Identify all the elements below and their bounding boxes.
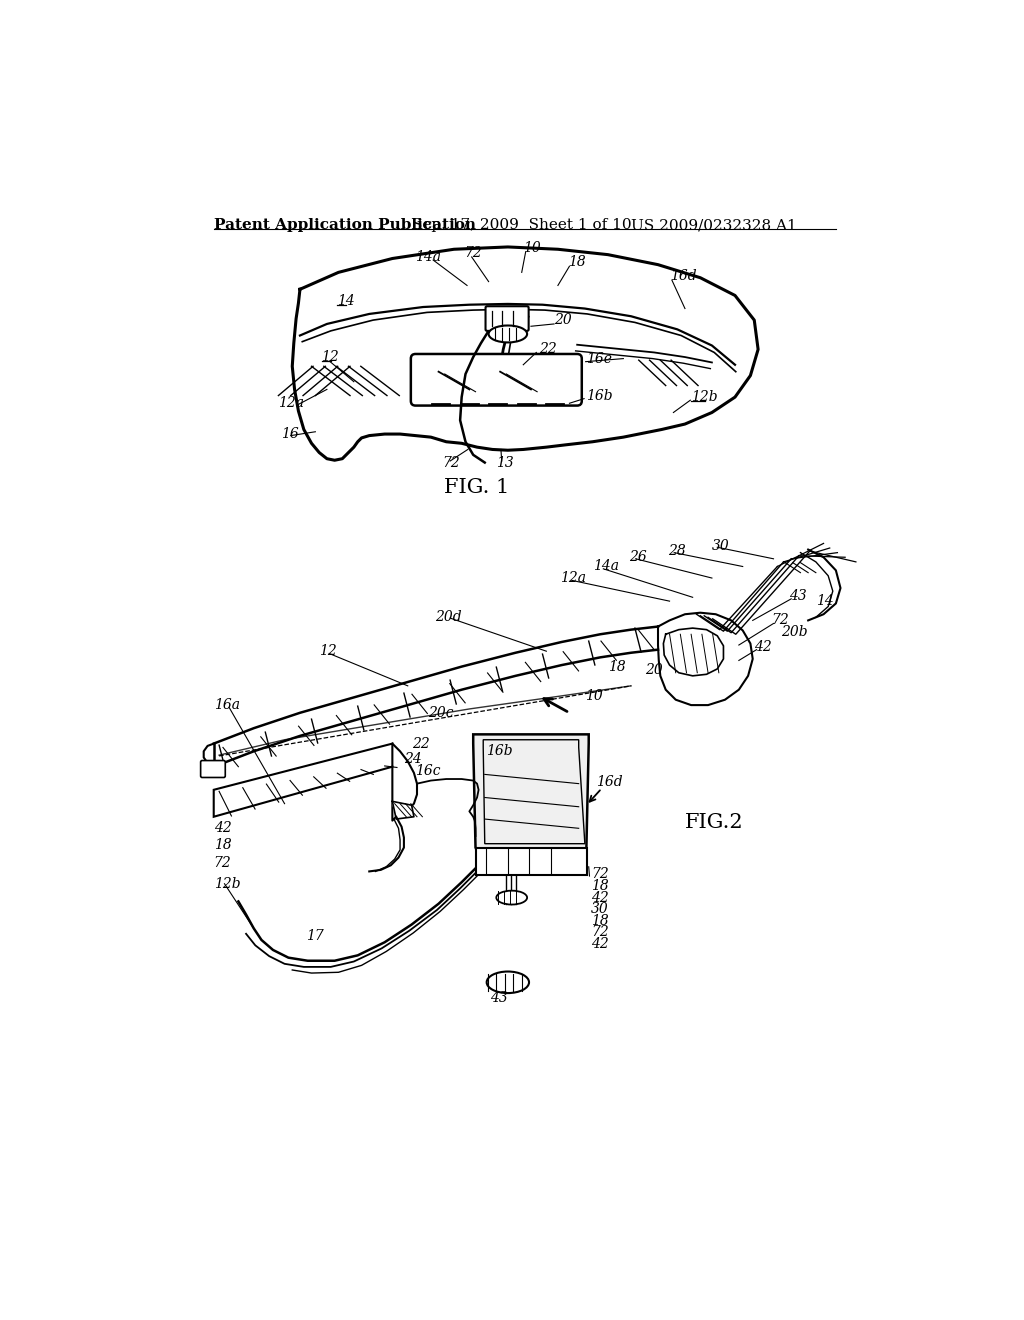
Text: Patent Application Publication: Patent Application Publication — [214, 218, 476, 232]
Text: 30: 30 — [591, 902, 609, 916]
Text: 18: 18 — [591, 913, 609, 928]
FancyBboxPatch shape — [475, 847, 587, 875]
Text: 16b: 16b — [486, 744, 513, 758]
Text: FIG.2: FIG.2 — [685, 813, 743, 832]
Text: 20: 20 — [554, 313, 571, 327]
Text: 42: 42 — [591, 891, 609, 904]
Text: Sep. 17, 2009  Sheet 1 of 10: Sep. 17, 2009 Sheet 1 of 10 — [412, 218, 631, 232]
Text: 18: 18 — [608, 660, 626, 673]
Text: 14a: 14a — [593, 560, 618, 573]
Text: 43: 43 — [788, 589, 807, 603]
Text: 42: 42 — [591, 937, 609, 950]
FancyBboxPatch shape — [485, 306, 528, 331]
Text: 18: 18 — [214, 838, 231, 853]
Text: 24: 24 — [403, 752, 422, 766]
Text: 14: 14 — [816, 594, 834, 609]
Text: FIG. 1: FIG. 1 — [444, 478, 510, 498]
Text: 16b: 16b — [587, 388, 613, 403]
Text: 28: 28 — [668, 544, 686, 558]
Text: 20c: 20c — [429, 706, 454, 719]
Polygon shape — [473, 734, 589, 851]
Text: 14a: 14a — [416, 249, 441, 264]
Text: US 2009/0232328 A1: US 2009/0232328 A1 — [631, 218, 797, 232]
Text: 16a: 16a — [214, 698, 240, 711]
Text: 72: 72 — [771, 614, 788, 627]
Text: 30: 30 — [712, 539, 730, 553]
Text: 12: 12 — [322, 350, 339, 364]
Text: 14: 14 — [337, 294, 354, 308]
Text: 43: 43 — [489, 991, 508, 1005]
Text: 18: 18 — [591, 879, 609, 894]
Text: 16c: 16c — [416, 764, 441, 779]
Text: 12: 12 — [319, 644, 337, 659]
Text: 12b: 12b — [214, 876, 241, 891]
Text: 72: 72 — [591, 867, 609, 882]
Text: 42: 42 — [214, 821, 231, 836]
Polygon shape — [392, 801, 414, 818]
FancyBboxPatch shape — [201, 760, 225, 777]
Text: 13: 13 — [497, 455, 514, 470]
Text: 20b: 20b — [781, 624, 808, 639]
Text: 17: 17 — [306, 929, 324, 942]
Text: 18: 18 — [568, 255, 586, 269]
Text: 16d: 16d — [670, 269, 696, 284]
Text: 72: 72 — [442, 455, 460, 470]
Text: 16e: 16e — [587, 351, 612, 366]
FancyBboxPatch shape — [411, 354, 582, 405]
Text: 12a: 12a — [279, 396, 304, 411]
Text: 72: 72 — [214, 855, 231, 870]
Text: 72: 72 — [464, 246, 481, 260]
Text: 12b: 12b — [691, 391, 718, 404]
Ellipse shape — [486, 972, 529, 993]
Text: 12a: 12a — [560, 572, 586, 585]
Text: 16: 16 — [281, 428, 298, 441]
Ellipse shape — [488, 326, 527, 342]
Ellipse shape — [497, 891, 527, 904]
Text: 16d: 16d — [596, 775, 623, 789]
Text: 42: 42 — [755, 640, 772, 655]
Text: 10: 10 — [523, 242, 541, 256]
Text: 22: 22 — [412, 737, 429, 751]
Text: 10: 10 — [585, 689, 602, 702]
Text: 22: 22 — [539, 342, 556, 356]
Text: 20: 20 — [645, 664, 663, 677]
Text: 72: 72 — [591, 925, 609, 940]
Text: 26: 26 — [630, 550, 647, 564]
Text: 20d: 20d — [435, 610, 462, 623]
